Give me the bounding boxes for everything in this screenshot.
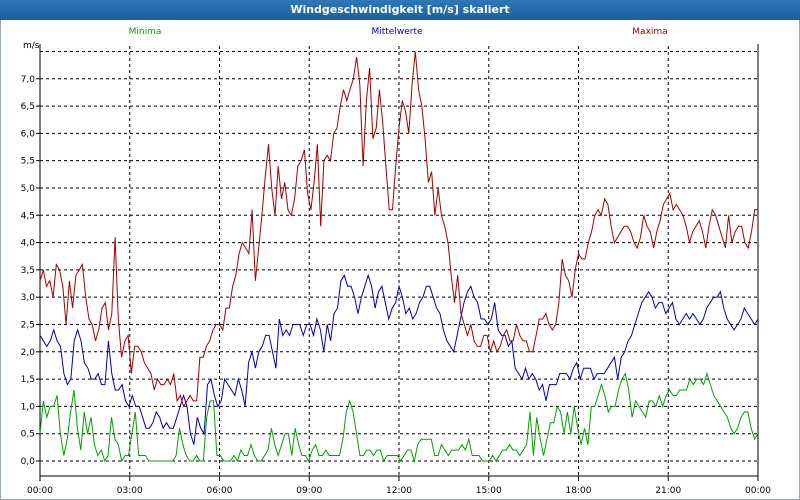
series-line-mittelwerte (39, 273, 759, 445)
y-tick-label: 2,5 (21, 320, 35, 330)
x-axis-ticks: 00:0010.09.1803:0010.09.1806:0010.09.180… (27, 476, 771, 496)
y-axis-label: m/s (23, 41, 40, 51)
x-tick-time: 00:00 (27, 486, 53, 496)
y-tick-label: 6,5 (21, 102, 35, 112)
y-tick-label: 5,0 (21, 184, 36, 194)
x-tick-time: 21:00 (655, 486, 681, 496)
legend: Minima Mittelwerte Maxima (129, 27, 668, 37)
y-tick-label: 2,0 (21, 348, 36, 358)
legend-mittelwerte: Mittelwerte (371, 27, 422, 37)
x-tick-time: 18:00 (566, 486, 592, 496)
window-title: Windgeschwindigkeit [m/s] skaliert (0, 0, 800, 20)
y-tick-label: 4,5 (21, 211, 35, 221)
series-line-maxima (39, 51, 758, 408)
x-tick-time: 06:00 (207, 486, 233, 496)
chart: 0,0 0,5 1,0 1,5 2,0 2,5 3,0 3,5 4,0 4,5 5,0 5,5 6,0 6… (21, 27, 772, 496)
y-tick-label: 1,0 (21, 402, 36, 412)
y-tick-label: 1,5 (21, 375, 35, 385)
legend-minima: Minima (129, 27, 162, 37)
x-tick-time: 03:00 (117, 486, 143, 496)
x-tick-time: 00:00 (745, 486, 771, 496)
x-tick-time: 09:00 (296, 486, 322, 496)
y-tick-label: 0,5 (21, 430, 35, 440)
y-tick-label: 3,5 (21, 266, 35, 276)
y-tick-label: 4,0 (21, 239, 36, 249)
legend-maxima: Maxima (632, 27, 667, 37)
y-tick-label: 3,0 (21, 293, 36, 303)
series-line-minima (39, 371, 759, 463)
y-tick-label: 6,0 (21, 129, 36, 139)
series-lines (39, 51, 759, 463)
y-tick-label: 5,5 (21, 157, 35, 167)
y-tick-label: 7,0 (21, 75, 36, 85)
x-tick-time: 12:00 (386, 486, 412, 496)
y-tick-label: 0,0 (21, 457, 36, 467)
x-tick-time: 15:00 (476, 486, 502, 496)
grid (40, 46, 758, 476)
y-axis-ticks: 0,0 0,5 1,0 1,5 2,0 2,5 3,0 3,5 4,0 4,5 5,0 5,5 6,0 6… (21, 75, 40, 467)
